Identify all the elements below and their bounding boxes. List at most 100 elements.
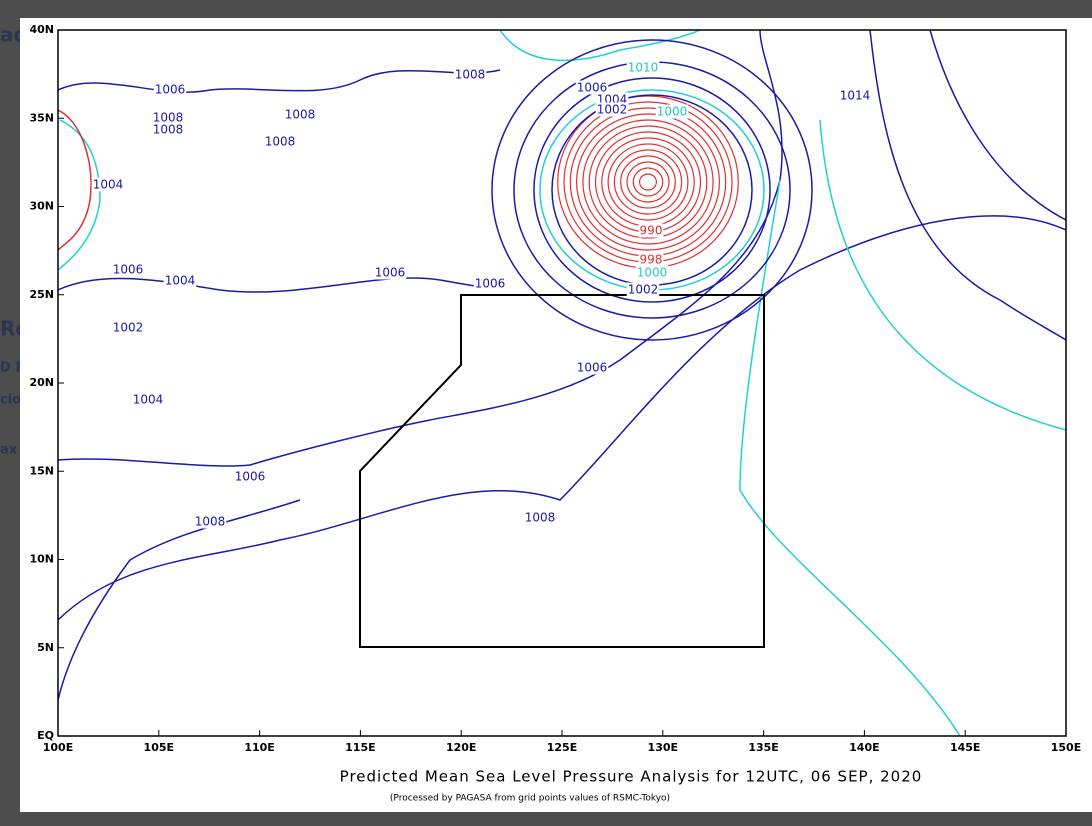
isobar: [632, 167, 664, 197]
isobar-label: 1006: [475, 277, 506, 291]
lat-label: 40N: [29, 23, 54, 36]
lat-label: 25N: [29, 288, 54, 301]
isobar: [58, 215, 1066, 621]
lat-label: EQ: [37, 729, 54, 742]
isobar-label: 1008: [525, 511, 556, 525]
label-background: [838, 88, 872, 103]
label-background: [193, 514, 227, 529]
isobar-label: 1008: [285, 108, 316, 122]
isobar: [626, 161, 670, 203]
label-background: [111, 320, 145, 335]
isobar: [499, 30, 701, 62]
lon-label: 115E: [345, 741, 375, 754]
label-background: [638, 223, 664, 238]
lon-label: 100E: [43, 741, 73, 754]
isobar-label: 1008: [455, 68, 486, 82]
isobar: [819, 119, 1066, 431]
isobar: [607, 143, 689, 221]
isobar: [620, 155, 676, 209]
isobar: [58, 277, 501, 293]
label-background: [153, 82, 187, 97]
lat-label: 15N: [29, 464, 54, 477]
isobar-label: 1006: [375, 266, 406, 280]
isobar: [58, 30, 783, 467]
label-background: [233, 469, 267, 484]
lat-label: 20N: [29, 376, 54, 389]
isobar-label: 1002: [628, 283, 659, 297]
lon-label: 105E: [144, 741, 174, 754]
label-background: [655, 104, 689, 119]
lon-label: 120E: [446, 741, 476, 754]
label-background: [473, 276, 507, 291]
map-subtitle: (Processed by PAGASA from grid points va…: [390, 794, 670, 804]
lon-label: 145E: [950, 741, 980, 754]
isobar-label: 1008: [153, 111, 184, 125]
lon-label: 130E: [648, 741, 678, 754]
isobar-label: 1002: [597, 103, 628, 117]
isobar: [491, 39, 813, 341]
label-background: [523, 510, 557, 525]
label-background: [131, 392, 165, 407]
isobar-label: 1006: [113, 263, 144, 277]
isobar-label: 1004: [93, 178, 124, 192]
isobar: [533, 77, 771, 303]
label-background: [111, 262, 145, 277]
image-panel: [20, 18, 1092, 812]
isobar: [58, 69, 501, 93]
lat-label: 30N: [29, 200, 54, 213]
isobar-label: 1008: [195, 515, 226, 529]
isobar-label: 1014: [840, 89, 871, 103]
background-text: ax: [0, 443, 18, 458]
isobar: [58, 119, 101, 271]
isobar: [58, 499, 301, 701]
lon-label: 150E: [1051, 741, 1081, 754]
label-background: [638, 252, 664, 267]
isobar-label: 1002: [113, 321, 144, 335]
isobar: [575, 113, 720, 251]
isobar-label: 1000: [637, 266, 668, 280]
label-background: [91, 177, 125, 192]
background-text: cio: [0, 393, 21, 408]
isobar: [869, 30, 1066, 341]
isobar-label: 1006: [155, 83, 186, 97]
isobar-label: 1008: [153, 123, 184, 137]
lon-label: 125E: [547, 741, 577, 754]
isobar-label: 1004: [133, 393, 164, 407]
lat-label: 10N: [29, 553, 54, 566]
isobar: [638, 173, 657, 191]
lon-label: 140E: [849, 741, 879, 754]
isobar-label: 1004: [165, 274, 196, 288]
isobar-label: 998: [640, 253, 663, 267]
label-background: [575, 80, 609, 95]
map-title: Predicted Mean Sea Level Pressure Analys…: [340, 768, 923, 786]
label-background: [595, 102, 629, 117]
isobar-label: 1006: [577, 81, 608, 95]
isobar-label: 1000: [657, 105, 688, 119]
isobar-label: 1006: [235, 470, 266, 484]
lat-label: 35N: [29, 111, 54, 124]
label-background: [283, 107, 317, 122]
lon-label: 110E: [244, 741, 274, 754]
label-background: [151, 110, 185, 125]
label-background: [263, 134, 297, 149]
lon-label: 135E: [748, 741, 778, 754]
isobar-label: 1008: [265, 135, 296, 149]
label-background: [151, 122, 185, 137]
lat-label: 5N: [37, 641, 54, 654]
label-background: [575, 360, 609, 375]
label-background: [163, 273, 197, 288]
isobar: [588, 125, 708, 239]
isobar: [613, 149, 683, 215]
label-background: [453, 67, 487, 82]
label-background: [635, 265, 669, 280]
isobar: [929, 30, 1066, 221]
isobar-label: 990: [640, 224, 663, 238]
par-boundary: [359, 294, 765, 648]
label-background: [626, 60, 660, 75]
isobar: [582, 119, 714, 245]
isobar-label: 1006: [577, 361, 608, 375]
isobar-label: 1010: [628, 61, 659, 75]
background-text: D E: [0, 361, 24, 376]
label-background: [373, 265, 407, 280]
